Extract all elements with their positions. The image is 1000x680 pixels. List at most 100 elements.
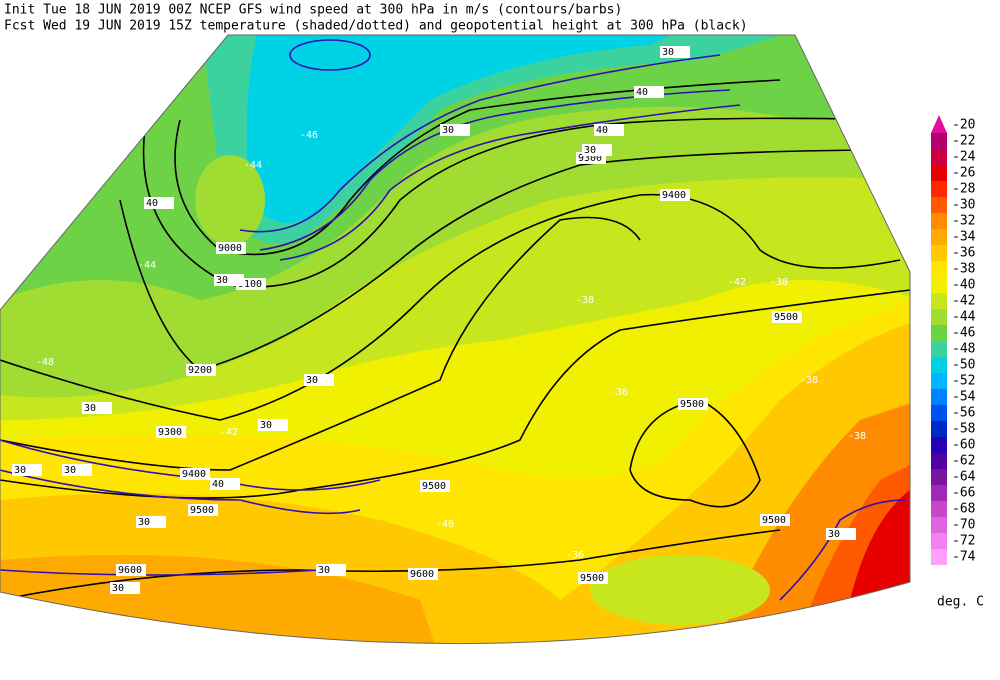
colorbar-label: -62: [952, 454, 975, 469]
colorbar-box: [931, 293, 947, 309]
wind-label-bg: [62, 464, 92, 476]
temp-label: -42: [220, 427, 238, 438]
wind-label-bg: [634, 86, 664, 98]
colorbar-box: [931, 533, 947, 549]
height-label: 9400: [182, 469, 206, 480]
colorbar-unit: deg. C: [937, 595, 984, 610]
colorbar-label: -20: [952, 118, 975, 133]
height-label: 9500: [190, 505, 214, 516]
wind-label-bg: [136, 516, 166, 528]
wind-label: 40: [146, 198, 158, 209]
colorbar-label: -58: [952, 422, 975, 437]
height-label: 9400: [662, 190, 686, 201]
colorbar-label: -32: [952, 214, 975, 229]
temp-label: -40: [388, 643, 406, 654]
wind-label-bg: [144, 197, 174, 209]
temp-label: -46: [300, 130, 318, 141]
wind-label-bg: [214, 274, 244, 286]
temp-label: -38: [770, 277, 788, 288]
temp-label: -42: [728, 277, 746, 288]
height-label: 9500: [774, 312, 798, 323]
temp-label: -38: [848, 431, 866, 442]
height-label-bg: [678, 398, 708, 410]
colorbar-box: [931, 517, 947, 533]
wind-label: 30: [584, 145, 596, 156]
wind-label: 30: [306, 375, 318, 386]
colorbar-box: [931, 165, 947, 181]
wind-label-bg: [582, 144, 612, 156]
colorbar-label: -28: [952, 182, 975, 197]
colorbar-box: [931, 469, 947, 485]
colorbar-box: [931, 501, 947, 517]
colorbar-label: -74: [952, 550, 976, 565]
height-label: 9200: [188, 365, 212, 376]
colorbar-box: [931, 341, 947, 357]
wind-label-bg: [316, 564, 346, 576]
header-line: Fcst Wed 19 JUN 2019 15Z temperature (sh…: [4, 19, 748, 34]
wind-label-bg: [660, 46, 690, 58]
colorbar-box: [931, 453, 947, 469]
colorbar-label: -56: [952, 406, 975, 421]
wind-label: 30: [260, 420, 272, 431]
wind-label-bg: [258, 419, 288, 431]
height-label: 9000: [218, 243, 242, 254]
wind-label-bg: [826, 528, 856, 540]
wind-label: 40: [636, 87, 648, 98]
colorbar-box: [931, 485, 947, 501]
height-label-bg: [156, 426, 186, 438]
colorbar-box: [931, 133, 947, 149]
height-label: 9500: [580, 573, 604, 584]
wind-label-bg: [440, 124, 470, 136]
height-label-bg: [760, 514, 790, 526]
temp-label: -40: [310, 640, 328, 651]
colorbar-box: [931, 181, 947, 197]
height-label-bg: [116, 564, 146, 576]
colorbar-box: [931, 389, 947, 405]
temp-label: -40: [694, 635, 712, 646]
colorbar-box: [931, 325, 947, 341]
colorbar-box: [931, 437, 947, 453]
wind-label: 30: [442, 125, 454, 136]
colorbar-label: -68: [952, 502, 975, 517]
height-label: 9500: [762, 515, 786, 526]
colorbar-label: -24: [952, 150, 976, 165]
height-label-bg: [420, 480, 450, 492]
colorbar-box: [931, 197, 947, 213]
height-label: 9100: [238, 279, 262, 290]
colorbar-label: -26: [952, 166, 975, 181]
colorbar-arrow: [931, 115, 947, 133]
colorbar-label: -54: [952, 390, 976, 405]
colorbar-label: -66: [952, 486, 975, 501]
colorbar-label: -34: [952, 230, 976, 245]
temp-label: -38: [576, 295, 594, 306]
colorbar-label: -36: [952, 246, 975, 261]
wind-label-bg: [210, 478, 240, 490]
colorbar-label: -30: [952, 198, 975, 213]
wind-label: 30: [138, 517, 150, 528]
colorbar-label: -50: [952, 358, 975, 373]
wind-label: 30: [84, 403, 96, 414]
colorbar-box: [931, 149, 947, 165]
colorbar-box: [931, 421, 947, 437]
colorbar-box: [931, 229, 947, 245]
height-label: 9500: [680, 399, 704, 410]
colorbar-label: -22: [952, 134, 975, 149]
height-label: 9300: [578, 153, 602, 164]
temp-label: -36: [566, 550, 584, 561]
wind-label-bg: [594, 124, 624, 136]
wind-label: 40: [212, 479, 224, 490]
height-label-bg: [660, 189, 690, 201]
colorbar-label: -70: [952, 518, 975, 533]
temp-label: -36: [610, 387, 628, 398]
temp-label: -48: [36, 357, 54, 368]
temp-label: -40: [436, 519, 454, 530]
colorbar-box: [931, 213, 947, 229]
wind-label: 30: [828, 529, 840, 540]
colorbar-box: [931, 309, 947, 325]
height-label-bg: [180, 468, 210, 480]
temp-label: -44: [138, 260, 156, 271]
colorbar-label: -64: [952, 470, 976, 485]
colorbar-box: [931, 549, 947, 565]
wind-label: 30: [662, 47, 674, 58]
